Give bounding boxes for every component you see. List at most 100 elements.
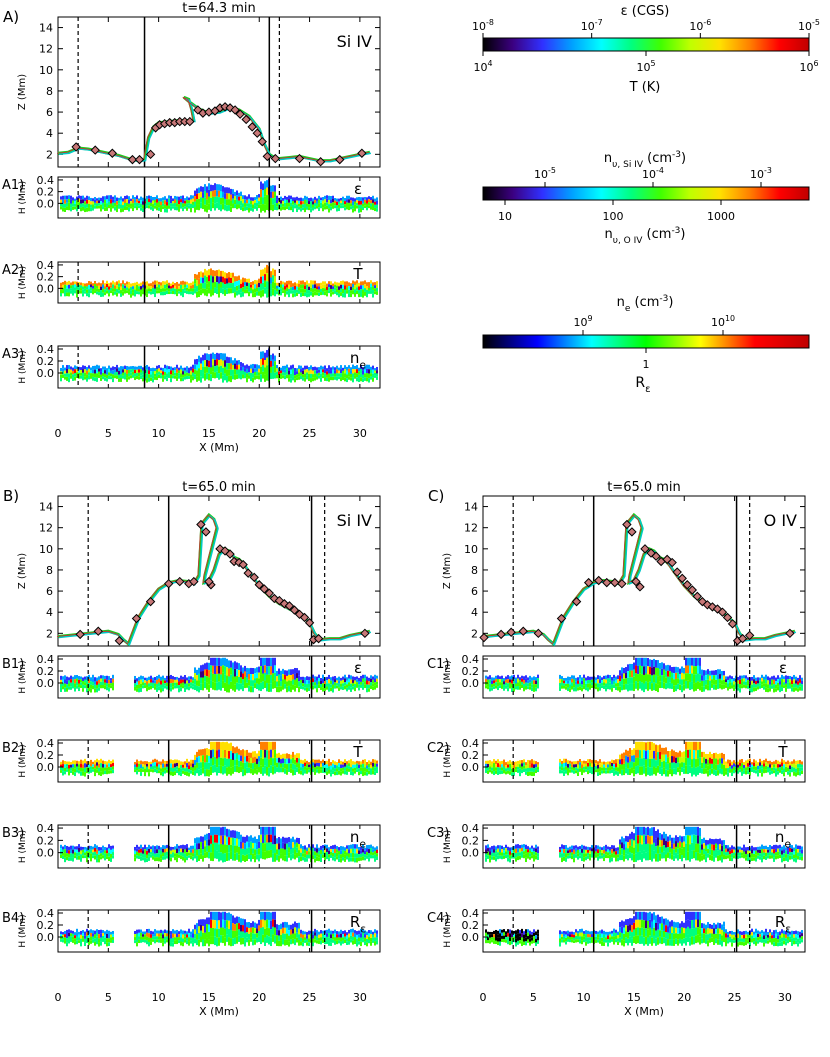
- strip-cell: [316, 852, 318, 857]
- strip-cell: [218, 835, 220, 845]
- strip-cell: [328, 687, 330, 692]
- strip-cell: [306, 851, 308, 855]
- strip-cell: [88, 375, 90, 380]
- loop-marker: [744, 630, 755, 641]
- strip-cell: [330, 376, 332, 381]
- strip-cell: [164, 368, 166, 373]
- strip-cell: [234, 204, 236, 209]
- strip-cell: [300, 288, 302, 293]
- strip-cell: [164, 683, 166, 686]
- strip-cell: [294, 939, 296, 946]
- strip-cell: [342, 370, 344, 374]
- strip-cell: [94, 930, 96, 935]
- strip-cell: [358, 204, 360, 209]
- strip-cell: [296, 847, 298, 853]
- strip-cell: [238, 663, 240, 671]
- strip-cell: [278, 940, 280, 947]
- strip-cell: [122, 372, 124, 376]
- strip-cell: [268, 767, 270, 777]
- strip-cell: [298, 768, 300, 774]
- strip-cell: [322, 762, 324, 767]
- strip-cell: [76, 766, 78, 770]
- strip-cell: [248, 752, 250, 758]
- strip-cell: [208, 762, 210, 770]
- strip-cell: [68, 680, 70, 684]
- strip-cell: [222, 270, 224, 277]
- strip-cell: [130, 372, 132, 376]
- strip-cell: [322, 769, 324, 773]
- strip-cell: [274, 826, 276, 836]
- strip-cell: [186, 680, 188, 684]
- strip-cell: [350, 206, 352, 210]
- strip-cell: [320, 937, 322, 941]
- strip-cell: [527, 686, 529, 690]
- strip-cell: [148, 844, 150, 849]
- strip-cell: [150, 941, 152, 945]
- strip-cell: [84, 938, 86, 943]
- strip-cell: [88, 683, 90, 688]
- strip-cell: [176, 289, 178, 293]
- strip-cell: [360, 281, 362, 286]
- strip-cell: [264, 665, 266, 673]
- strip-cell: [352, 197, 354, 202]
- strip-cell: [306, 854, 308, 859]
- strip-cell: [260, 197, 262, 205]
- strip-cell: [276, 924, 278, 930]
- strip-cell: [228, 937, 230, 946]
- strip-cell: [82, 768, 84, 772]
- strip-cell: [310, 197, 312, 202]
- strip-cell: [254, 836, 256, 843]
- strip-cell: [110, 195, 112, 200]
- strip-cell: [176, 682, 178, 686]
- strip-cell: [340, 680, 342, 684]
- strip-cell: [88, 203, 90, 208]
- strip-cell: [162, 679, 164, 684]
- x-tick-label: 25: [303, 991, 317, 1004]
- strip-cell: [272, 366, 274, 373]
- strip-cell: [252, 751, 254, 758]
- strip-cell: [176, 762, 178, 767]
- strip-cell: [336, 373, 338, 377]
- strip-cell: [160, 208, 162, 212]
- strip-cell: [90, 284, 92, 288]
- strip-cell: [254, 202, 256, 206]
- strip-cell: [294, 667, 296, 674]
- strip-cell: [244, 199, 246, 204]
- strip-cell: [194, 760, 196, 766]
- strip-cell: [160, 288, 162, 293]
- strip-B1: 0.00.20.4H (Mm)B1) ε: [2, 653, 381, 699]
- strip-cell: [218, 353, 220, 360]
- strip-cell: [184, 930, 186, 934]
- strip-cell: [288, 284, 290, 289]
- strip-cell: [66, 285, 68, 289]
- strip-cell: [198, 756, 200, 763]
- strip-cell: [172, 679, 174, 683]
- strip-cell: [200, 277, 202, 284]
- y-tick-label: 4: [46, 127, 53, 140]
- loop-marker: [75, 629, 85, 640]
- strip-cell: [288, 847, 290, 853]
- strip-cell: [100, 767, 102, 772]
- strip-cell: [132, 203, 134, 208]
- strip-cell: [84, 935, 86, 939]
- loop-marker: [556, 613, 567, 624]
- strip-cell: [76, 940, 78, 945]
- strip-cell: [102, 681, 104, 685]
- strip-cell: [334, 284, 336, 288]
- strip-cell: [206, 359, 208, 367]
- strip-cell: [190, 855, 192, 860]
- strip-cell: [104, 850, 106, 854]
- strip-cell: [364, 196, 366, 200]
- strip-cell: [346, 195, 348, 200]
- strip-cell: [260, 919, 262, 928]
- strip-cell: [264, 196, 266, 205]
- strip-cell: [188, 850, 190, 853]
- strip-cell: [234, 276, 236, 282]
- strip-cell: [222, 911, 224, 920]
- strip-cell: [82, 369, 84, 373]
- strip-cell: [126, 281, 128, 285]
- strip-cell: [178, 367, 180, 371]
- loop-marker: [163, 578, 174, 589]
- strip-cell: [82, 688, 84, 692]
- strip-cell: [366, 200, 368, 204]
